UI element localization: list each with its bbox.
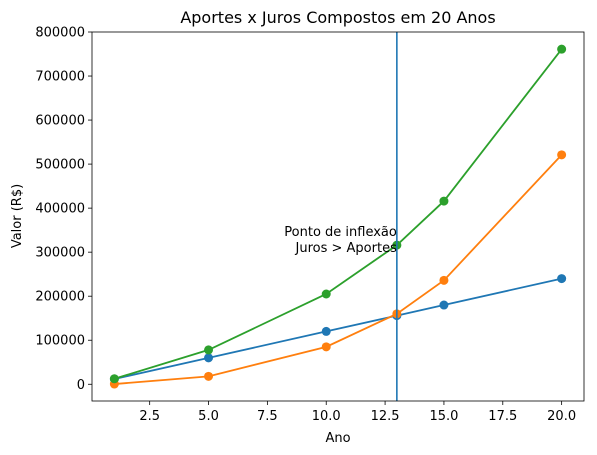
y-tick-label: 500000 <box>35 158 85 173</box>
data-point <box>439 196 449 206</box>
y-axis-label: Valor (R$) <box>10 184 25 248</box>
x-tick-label: 2.5 <box>139 409 160 424</box>
series-1 <box>109 274 567 384</box>
x-tick-label: 10.0 <box>312 409 341 424</box>
annotation: Ponto de inflexão Juros > Aportes <box>284 225 397 256</box>
y-tick-label: 400000 <box>35 202 85 217</box>
data-point <box>321 289 331 299</box>
y-axis: 0 100000 200000 300000 400000 500000 600000 700… <box>35 26 92 393</box>
x-tick-label: 5.0 <box>198 409 219 424</box>
data-point <box>439 300 449 310</box>
y-tick-label: 800000 <box>35 26 85 41</box>
series-line <box>114 154 563 385</box>
series-2 <box>109 150 567 389</box>
data-point <box>557 274 567 284</box>
y-tick-label: 600000 <box>35 114 85 129</box>
y-tick-label: 700000 <box>35 70 85 85</box>
x-tick-label: 15.0 <box>429 409 458 424</box>
y-tick-label: 0 <box>77 378 85 393</box>
data-point <box>204 345 214 355</box>
data-point <box>204 371 214 381</box>
y-tick-label: 200000 <box>35 290 85 305</box>
series-line <box>114 48 563 380</box>
series-line <box>114 277 562 380</box>
data-point <box>321 342 331 352</box>
plot-frame <box>91 31 585 402</box>
y-tick-label: 300000 <box>35 246 85 261</box>
x-tick-label: 20.0 <box>547 409 576 424</box>
data-point <box>109 374 119 384</box>
x-tick-label: 12.5 <box>371 409 400 424</box>
data-point <box>204 353 214 363</box>
x-axis-label: Ano <box>325 431 350 446</box>
plot-area <box>109 32 567 401</box>
series-3 <box>109 44 567 384</box>
annotation-line-1: Ponto de inflexão <box>284 225 397 240</box>
data-point <box>439 275 449 285</box>
x-tick-label: 17.5 <box>488 409 517 424</box>
data-point <box>557 44 567 54</box>
y-tick-label: 100000 <box>35 334 85 349</box>
data-point <box>321 326 331 336</box>
annotation-line-2: Juros > Aportes <box>295 241 398 256</box>
chart-title: Aportes x Juros Compostos em 20 Anos <box>180 8 495 27</box>
x-axis: 2.5 5.0 7.5 10.0 12.5 15.0 17.5 20.0 <box>139 401 576 424</box>
data-point <box>557 150 567 160</box>
x-tick-label: 7.5 <box>257 409 278 424</box>
